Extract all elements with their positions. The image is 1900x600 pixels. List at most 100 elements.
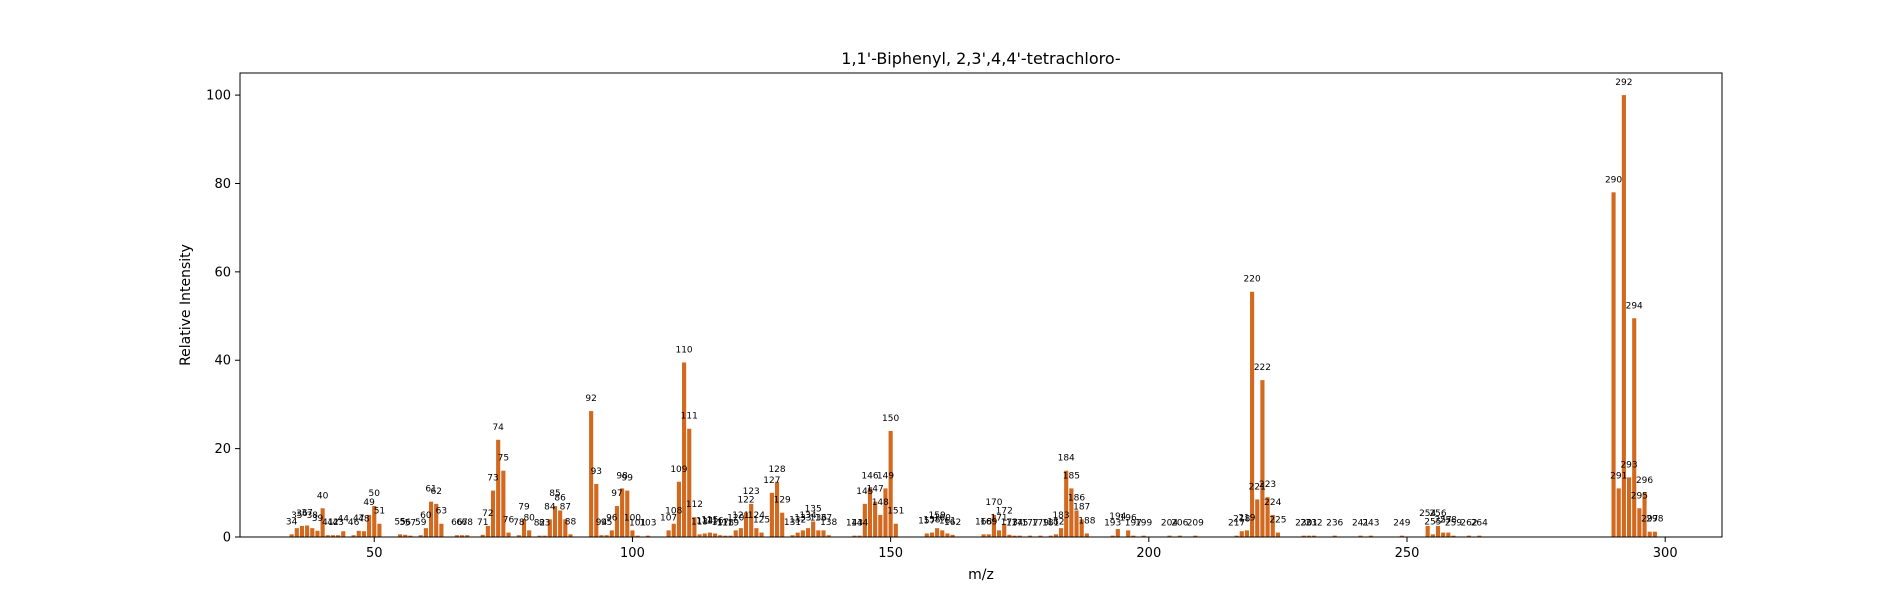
peak-label: 174 — [1006, 519, 1023, 529]
spectrum-bar — [1058, 528, 1064, 537]
spectrum-bar — [490, 490, 496, 537]
peak-label: 76 — [503, 516, 515, 526]
peak-label: 88 — [565, 517, 577, 527]
peak-label: 68 — [461, 518, 473, 528]
peak-label: 74 — [492, 423, 504, 433]
peak-label: 116 — [706, 516, 723, 526]
peak-label: 42 — [327, 518, 338, 528]
spectrum-bar — [589, 411, 594, 537]
spectrum-bar — [950, 534, 955, 537]
spectrum-bar — [423, 528, 428, 537]
spectrum-bar — [609, 530, 614, 537]
peak-label: 221 — [1249, 482, 1266, 492]
spectrum-bar — [439, 523, 444, 537]
peak-label: 73 — [487, 474, 498, 484]
spectrum-bar — [558, 510, 563, 537]
peak-label: 220 — [1244, 275, 1261, 285]
peak-label: 161 — [939, 516, 956, 526]
spectrum-bar — [723, 535, 728, 537]
spectrum-bars — [289, 95, 1657, 538]
spectrum-bar — [878, 514, 883, 537]
spectrum-bar — [1260, 380, 1265, 537]
peak-label: 182 — [1047, 517, 1064, 527]
spectrum-bar — [547, 519, 552, 537]
peak-label: 117 — [712, 518, 729, 528]
spectrum-bar — [769, 492, 774, 537]
peak-label: 186 — [1068, 493, 1085, 503]
spectrum-bar — [635, 535, 640, 537]
peak-label: 80 — [523, 513, 535, 523]
spectrum-bar — [1079, 519, 1084, 537]
peak-label: 127 — [763, 476, 780, 486]
spectrum-bar — [1115, 529, 1120, 537]
spectrum-bar — [743, 512, 749, 537]
spectrum-bar — [552, 506, 558, 537]
peak-label: 256 — [1429, 509, 1446, 519]
spectrum-bar — [403, 534, 408, 537]
spectrum-bar — [929, 532, 935, 537]
plot-frame — [239, 72, 1723, 538]
spectrum-bar — [1027, 535, 1033, 537]
peak-label: 177 — [1021, 519, 1038, 529]
peak-label: 209 — [1187, 519, 1204, 529]
spectrum-bar — [997, 530, 1002, 537]
spectrum-bar — [537, 535, 542, 537]
spectrum-bar — [1637, 508, 1642, 537]
spectrum-bar — [305, 525, 310, 537]
peak-label: 254 — [1419, 509, 1436, 519]
spectrum-bar — [1002, 523, 1007, 537]
spectrum-bar — [1652, 531, 1657, 537]
peak-label: 72 — [482, 509, 493, 519]
peak-label: 232 — [1305, 519, 1322, 529]
peak-label: 297 — [1641, 515, 1658, 525]
spectrum-bar — [630, 530, 635, 537]
peak-label: 87 — [560, 502, 571, 512]
peak-label: 44 — [338, 514, 350, 524]
spectrum-bar — [800, 530, 805, 537]
spectrum-bar — [1477, 535, 1482, 537]
peak-label: 181 — [1042, 519, 1059, 529]
spectrum-bar — [671, 523, 676, 537]
peak-label: 134 — [799, 511, 816, 521]
x-axis-label: m/z — [968, 567, 994, 583]
peak-label: 159 — [929, 511, 946, 521]
peak-label: 236 — [1326, 519, 1343, 529]
spectrum-bar — [434, 503, 439, 537]
spectrum-bar — [336, 535, 341, 537]
spectrum-bar — [821, 530, 826, 537]
x-tick-label: 300 — [1653, 546, 1678, 561]
spectrum-bar — [330, 535, 336, 537]
spectrum-bar — [1177, 535, 1182, 537]
peak-label: 122 — [737, 496, 754, 506]
peak-label: 169 — [980, 517, 997, 527]
spectrum-bar — [774, 481, 780, 537]
peak-label: 82 — [534, 519, 545, 529]
chart-title: 1,1'-Biphenyl, 2,3',4,4'-tetrachloro- — [841, 49, 1120, 68]
spectrum-bar — [542, 535, 547, 537]
peak-label: 41 — [322, 518, 333, 528]
peak-label: 225 — [1269, 516, 1286, 526]
spectrum-bar — [728, 535, 733, 537]
spectrum-bar — [805, 528, 811, 537]
x-tick-label: 200 — [1136, 546, 1161, 561]
peak-label: 100 — [624, 513, 641, 523]
spectrum-bar — [1141, 535, 1146, 537]
peak-label: 131 — [784, 518, 801, 528]
spectrum-bar — [759, 532, 764, 537]
spectrum-bar — [1234, 535, 1239, 537]
peak-label: 218 — [1233, 514, 1250, 524]
peak-label: 217 — [1228, 519, 1245, 529]
peak-label: 47 — [353, 514, 364, 524]
spectrum-bar — [816, 530, 821, 537]
spectrum-bar — [563, 519, 568, 537]
peak-label: 35 — [291, 511, 302, 521]
spectrum-bar — [398, 534, 403, 537]
y-tick-label: 60 — [214, 265, 231, 280]
peak-label: 194 — [1109, 512, 1126, 522]
spectrum-bar — [1244, 530, 1249, 537]
peak-label: 86 — [554, 493, 566, 503]
peak-label: 34 — [286, 517, 298, 527]
peak-label: 296 — [1636, 476, 1653, 486]
spectrum-bar — [888, 430, 893, 537]
spectrum-bar — [459, 535, 465, 537]
